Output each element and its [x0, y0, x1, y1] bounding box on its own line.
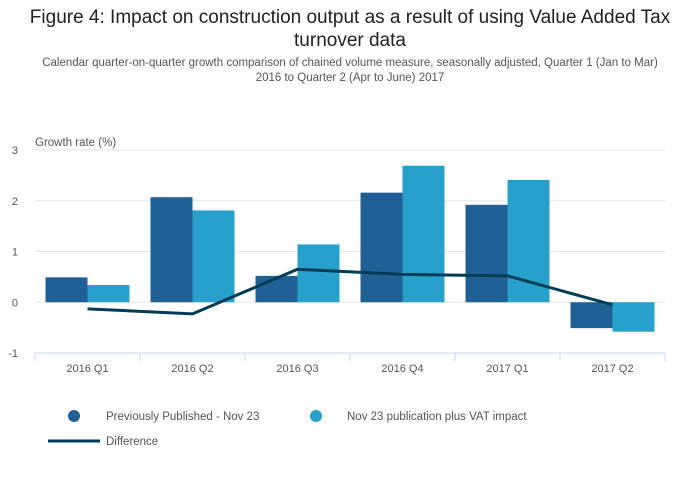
- y-tick-label: 2: [12, 196, 18, 208]
- x-tick-label: 2016 Q1: [66, 363, 108, 375]
- gridlines: [35, 149, 665, 303]
- bar-vat-impact: [402, 165, 445, 303]
- bars: [45, 165, 655, 332]
- legend-label-vat-impact: Nov 23 publication plus VAT impact: [347, 411, 527, 423]
- bar-vat-impact: [612, 302, 655, 332]
- y-tick-label: -1: [8, 348, 18, 360]
- bar-previously-published: [570, 302, 613, 329]
- x-tick-label: 2017 Q2: [591, 363, 633, 375]
- legend-marker-vat-impact: [310, 410, 322, 422]
- bar-previously-published: [465, 204, 508, 303]
- x-tick-label: 2016 Q4: [381, 363, 423, 375]
- y-tick-label: 3: [12, 145, 18, 157]
- y-tick-label: 1: [12, 247, 18, 259]
- x-axis: 2016 Q1 2016 Q2 2016 Q3 2016 Q4 2017 Q1 2017 …: [34, 352, 666, 375]
- difference-line-group: [87, 267, 613, 316]
- bar-previously-published: [150, 197, 193, 303]
- y-tick-label: 0: [12, 297, 18, 309]
- chart-subtitle: Calendar quarter-on-quarter growth compa…: [42, 57, 658, 84]
- legend-item-vat-impact[interactable]: Nov 23 publication plus VAT impact: [310, 410, 527, 423]
- bar-vat-impact: [192, 210, 235, 303]
- x-tick-label: 2016 Q2: [171, 363, 213, 375]
- y-axis-label: Growth rate (%): [35, 137, 116, 149]
- chart-title: Figure 4: Impact on construction output …: [29, 7, 671, 51]
- bar-previously-published: [45, 277, 88, 303]
- x-tick-label: 2017 Q1: [486, 363, 528, 375]
- legend-label-previously-published: Previously Published - Nov 23: [106, 411, 259, 423]
- bar-vat-impact: [297, 244, 340, 303]
- legend: Previously Published - Nov 23 Nov 23 pub…: [48, 410, 527, 448]
- x-tick-label: 2016 Q3: [276, 363, 318, 375]
- legend-item-difference[interactable]: Difference: [48, 436, 158, 448]
- y-axis-ticks: 3 2 1 0 -1: [8, 145, 18, 360]
- legend-item-previously-published[interactable]: Previously Published - Nov 23: [68, 410, 259, 423]
- legend-marker-previously-published: [68, 410, 80, 422]
- difference-line: [87, 267, 613, 316]
- legend-label-difference: Difference: [106, 436, 158, 448]
- bar-vat-impact: [87, 284, 130, 303]
- bar-vat-impact: [507, 179, 550, 303]
- bar-previously-published: [255, 275, 298, 303]
- bar-previously-published: [360, 192, 403, 303]
